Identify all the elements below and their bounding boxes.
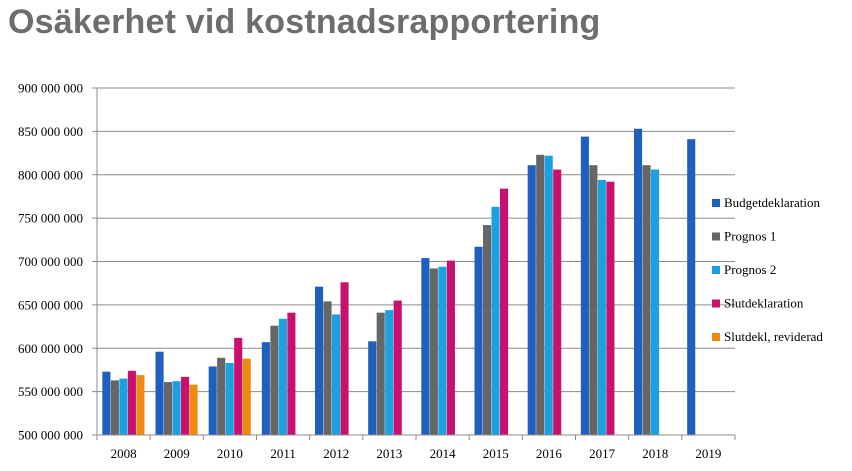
legend: Budgetdeklaration Prognos 1 Prognos 2 Slutd… [712,195,823,344]
legend-swatch [712,232,720,241]
bar-slutdeklaration-2009 [181,376,190,435]
chart-title: Osäkerhet vid kostnadsrapportering [8,3,601,41]
bar-prognos-1-2012 [323,301,332,435]
bar-slutdeklaration-2010 [234,337,243,435]
bar-slutdeklaration-2017 [606,181,615,435]
bar-prognos-2-2009 [172,381,181,435]
y-tick-label: 900 000 000 [18,81,83,96]
bar-slutdeklaration-2008 [127,370,136,435]
bar-prognos-1-2008 [110,380,119,435]
bar-slutdeklaration-2015 [500,188,509,435]
bar-prognos-1-2010 [217,357,226,435]
bar-slutdeklaration-2011 [287,312,296,435]
legend-swatch [712,299,720,308]
y-tick-label: 700 000 000 [18,254,83,269]
y-tick-label: 500 000 000 [18,428,83,443]
bar-prognos-2-2014 [438,266,447,435]
y-tick-label: 850 000 000 [18,124,83,139]
bar-slutdekl-reviderad-2009 [189,384,198,435]
bar-prognos-2-2015 [491,206,500,435]
x-tick-label: 2019 [695,446,721,461]
bar-prognos-1-2015 [483,225,492,435]
bar-budgetdeklaration-2018 [634,128,643,435]
legend-label: Budgetdeklaration [724,195,821,210]
bar-prognos-2-2011 [278,318,287,435]
legend-label: Slutdekl, reviderad [724,329,823,344]
bar-budgetdeklaration-2015 [474,246,483,435]
x-tick-label: 2011 [270,446,296,461]
bar-budgetdeklaration-2011 [261,342,270,435]
x-tick-label: 2014 [430,446,457,461]
bar-budgetdeklaration-2010 [208,366,217,435]
bar-budgetdeklaration-2014 [421,258,430,435]
bar-prognos-1-2011 [270,325,279,435]
y-tick-label: 550 000 000 [18,384,83,399]
bar-budgetdeklaration-2017 [580,136,589,435]
x-tick-label: 2009 [164,446,190,461]
bar-prognos-1-2017 [589,165,598,435]
bar-prognos-2-2018 [651,169,660,436]
bar-budgetdeklaration-2008 [102,371,111,435]
bar-slutdeklaration-2014 [446,260,455,435]
x-tick-label: 2010 [217,446,243,461]
legend-label: Prognos 2 [724,262,776,277]
legend-label: Prognos 1 [724,229,776,244]
legend-swatch [712,333,720,341]
x-tick-labels: 2008 2009 2010 2011 2012 2013 2014 2015 2016 2017… [111,446,722,461]
bar-prognos-1-2014 [429,268,438,435]
bar-budgetdeklaration-2012 [315,286,324,435]
bar-slutdekl-reviderad-2010 [242,358,251,435]
legend-swatch [712,266,720,274]
bar-budgetdeklaration-2009 [155,351,164,435]
bar-prognos-2-2013 [385,310,394,435]
x-tick-label: 2016 [536,446,563,461]
bar-prognos-1-2013 [376,312,385,435]
bar-prognos-2-2008 [119,378,128,435]
bar-prognos-1-2009 [164,382,173,435]
bar-prognos-2-2010 [225,362,234,435]
x-tick-label: 2018 [642,446,668,461]
bar-prognos-1-2018 [642,165,651,435]
x-tick-label: 2015 [483,446,509,461]
legend-label: Slutdeklaration [724,296,804,311]
bar-prognos-2-2016 [544,155,553,436]
y-tick-labels: 500 000 000 550 000 000 600 000 000 650 000… [18,81,83,443]
bar-budgetdeklaration-2019 [687,139,696,435]
y-tick-label: 600 000 000 [18,341,83,356]
axes [92,87,736,440]
x-tick-label: 2017 [589,446,616,461]
x-tick-label: 2008 [111,446,137,461]
bar-budgetdeklaration-2016 [527,165,536,435]
bars [102,128,696,436]
bar-slutdeklaration-2016 [553,169,562,436]
bar-slutdekl-reviderad-2008 [136,375,145,435]
y-tick-label: 800 000 000 [18,167,83,182]
x-tick-label: 2013 [376,446,402,461]
bar-prognos-2-2012 [332,314,341,435]
bar-prognos-1-2016 [536,154,545,436]
y-tick-label: 650 000 000 [18,297,83,312]
bar-slutdeklaration-2012 [340,282,349,435]
x-tick-label: 2012 [323,446,349,461]
bar-budgetdeklaration-2013 [368,341,377,435]
legend-swatch [712,199,720,207]
y-tick-label: 750 000 000 [18,211,83,226]
bar-prognos-2-2017 [597,179,606,435]
bar-slutdeklaration-2013 [393,300,402,435]
